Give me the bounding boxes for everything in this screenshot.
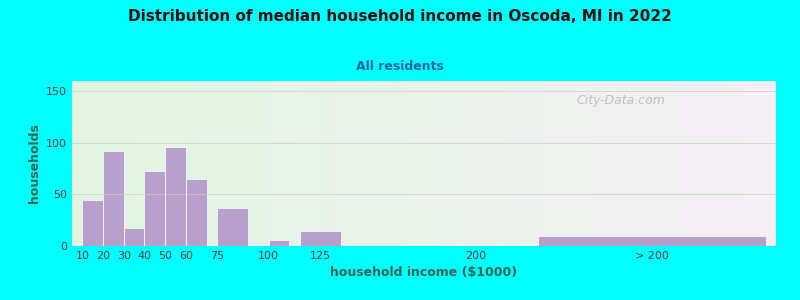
X-axis label: household income ($1000): household income ($1000) bbox=[330, 266, 518, 279]
Bar bbox=[82, 200, 103, 246]
Bar bbox=[217, 208, 248, 246]
Bar bbox=[165, 147, 186, 246]
Bar bbox=[269, 240, 290, 246]
Bar bbox=[145, 171, 165, 246]
Bar bbox=[300, 230, 341, 246]
Bar bbox=[186, 179, 206, 246]
Text: Distribution of median household income in Oscoda, MI in 2022: Distribution of median household income … bbox=[128, 9, 672, 24]
Bar bbox=[103, 151, 124, 246]
Text: City-Data.com: City-Data.com bbox=[577, 94, 666, 107]
Bar bbox=[124, 229, 145, 246]
Text: All residents: All residents bbox=[356, 60, 444, 73]
Bar bbox=[538, 236, 766, 246]
Y-axis label: households: households bbox=[27, 124, 41, 203]
